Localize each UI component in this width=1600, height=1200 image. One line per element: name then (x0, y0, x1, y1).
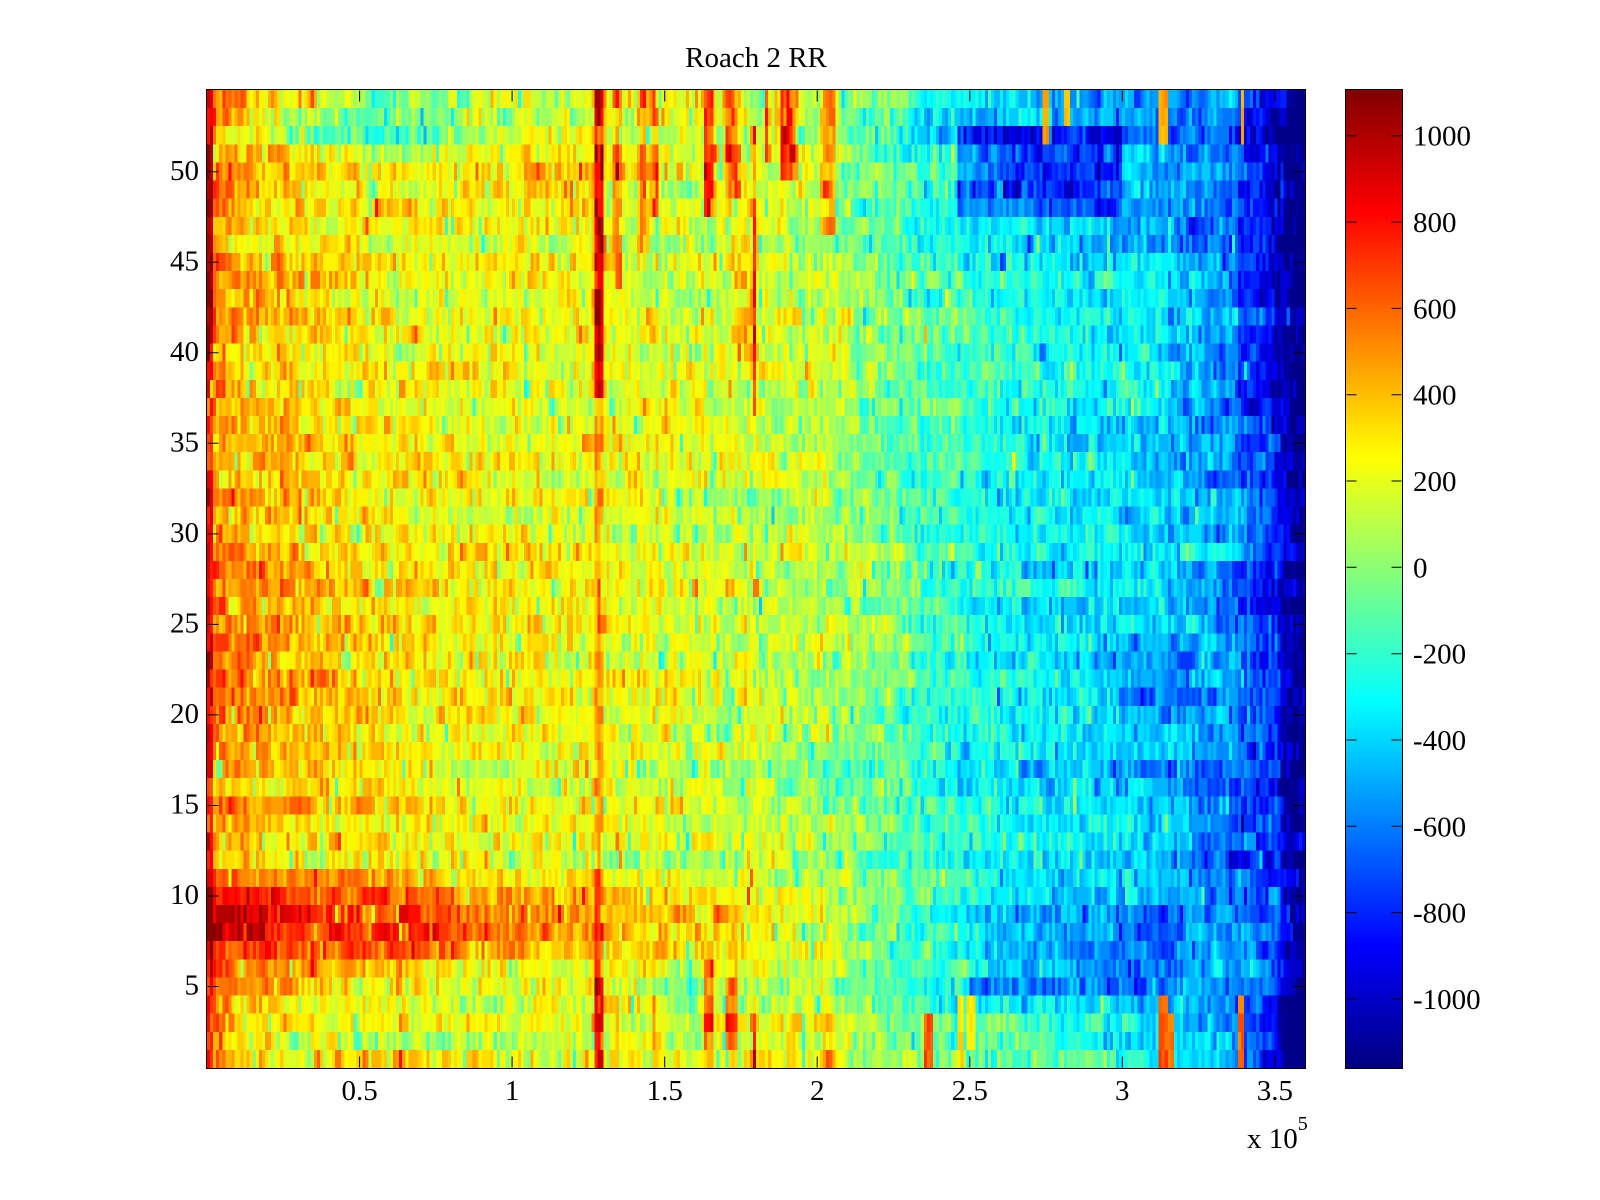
svg-text:1: 1 (505, 1075, 520, 1107)
svg-text:0.5: 0.5 (341, 1075, 377, 1107)
svg-text:20: 20 (170, 698, 199, 730)
svg-text:200: 200 (1413, 466, 1457, 498)
svg-text:2: 2 (810, 1075, 825, 1107)
svg-text:Roach 2 RR: Roach 2 RR (685, 42, 827, 74)
svg-text:5: 5 (185, 970, 200, 1002)
svg-text:1000: 1000 (1413, 121, 1471, 153)
svg-text:3: 3 (1115, 1075, 1130, 1107)
svg-text:2.5: 2.5 (952, 1075, 988, 1107)
svg-text:-400: -400 (1413, 725, 1466, 757)
svg-text:600: 600 (1413, 293, 1457, 325)
svg-text:-800: -800 (1413, 898, 1466, 930)
svg-text:-1000: -1000 (1413, 984, 1481, 1016)
svg-text:1.5: 1.5 (647, 1075, 683, 1107)
svg-text:45: 45 (170, 245, 199, 277)
svg-text:800: 800 (1413, 207, 1457, 239)
svg-text:50: 50 (170, 155, 199, 187)
svg-text:10: 10 (170, 879, 199, 911)
svg-text:3.5: 3.5 (1257, 1075, 1293, 1107)
svg-text:0: 0 (1413, 552, 1428, 584)
svg-text:40: 40 (170, 336, 199, 368)
svg-text:x 105: x 105 (1247, 1113, 1308, 1155)
svg-text:-200: -200 (1413, 639, 1466, 671)
svg-text:-600: -600 (1413, 811, 1466, 843)
svg-text:400: 400 (1413, 380, 1457, 412)
svg-text:30: 30 (170, 517, 199, 549)
svg-text:35: 35 (170, 426, 199, 458)
svg-text:15: 15 (170, 789, 199, 821)
svg-text:25: 25 (170, 607, 199, 639)
